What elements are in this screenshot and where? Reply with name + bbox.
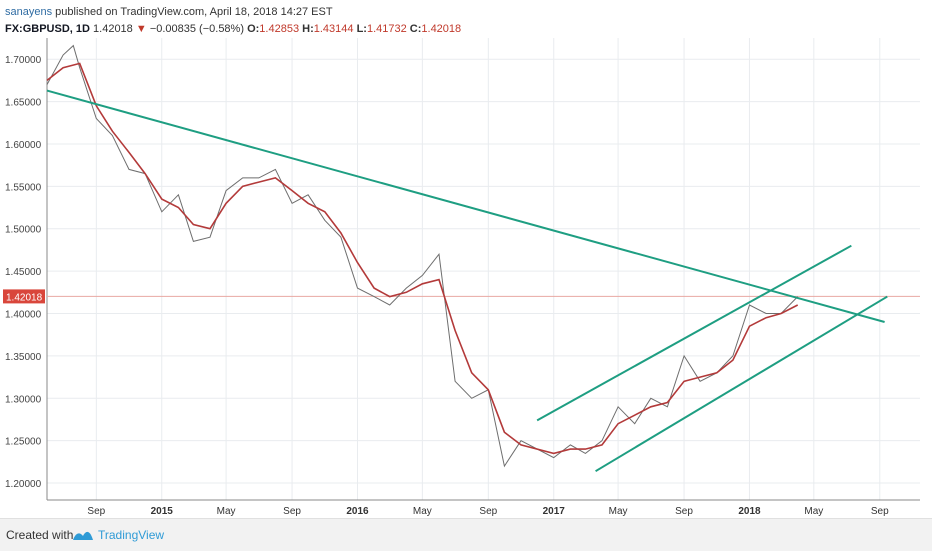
y-tick-label: 1.65000 bbox=[5, 98, 42, 109]
x-tick-label: Sep bbox=[479, 506, 497, 517]
chart-grid bbox=[47, 38, 920, 500]
price-change: −0.00835 (−0.58%) bbox=[149, 23, 244, 35]
symbol-line: FX:GBPUSD, 1D 1.42018 ▼ −0.00835 (−0.58%… bbox=[5, 21, 461, 38]
trendlines bbox=[46, 89, 888, 473]
x-tick-label: 2015 bbox=[151, 506, 174, 517]
y-tick-label: 1.25000 bbox=[5, 437, 42, 448]
x-tick-label: 2016 bbox=[346, 506, 369, 517]
close-label: C: bbox=[409, 23, 422, 35]
high-label: H: bbox=[302, 23, 314, 35]
moving-average-series bbox=[46, 62, 799, 455]
x-tick-label: Sep bbox=[675, 506, 693, 517]
y-tick-label: 1.45000 bbox=[5, 267, 42, 278]
high-value: 1.43144 bbox=[313, 23, 354, 35]
x-tick-label: Sep bbox=[283, 506, 301, 517]
tradingview-logo-icon[interactable] bbox=[72, 528, 94, 545]
y-axis-ticks: 1.70000 1.65000 1.60000 1.55000 1.50000 1.450… bbox=[5, 55, 42, 490]
created-with-text: Created with bbox=[6, 528, 74, 542]
y-tick-label: 1.50000 bbox=[5, 225, 42, 236]
y-tick-label: 1.55000 bbox=[5, 182, 42, 193]
x-tick-label: May bbox=[609, 506, 628, 517]
x-axis-ticks: Sep 2015 May Sep 2016 May Sep 2017 May Sep 2018 May… bbox=[87, 506, 889, 517]
y-tick-label: 1.20000 bbox=[5, 479, 42, 490]
close-value: 1.42018 bbox=[421, 23, 462, 35]
open-label: O: bbox=[247, 23, 260, 35]
tradingview-brand-link[interactable]: TradingView bbox=[98, 528, 165, 542]
last-price-tag-label: 1.42018 bbox=[6, 292, 43, 303]
last-price-tag-background bbox=[3, 289, 45, 304]
y-tick-label: 1.30000 bbox=[5, 394, 42, 405]
chart-header: sanayens published on TradingView.com, A… bbox=[5, 4, 461, 38]
x-tick-label: 2018 bbox=[738, 506, 761, 517]
last-price-tag: 1.42018 bbox=[3, 289, 45, 304]
x-tick-label: May bbox=[413, 506, 432, 517]
x-tick-label: May bbox=[804, 506, 823, 517]
x-tick-label: Sep bbox=[87, 506, 105, 517]
y-tick-label: 1.35000 bbox=[5, 352, 42, 363]
price-series bbox=[46, 44, 799, 468]
publish-info: published on TradingView.com, April 18, … bbox=[55, 6, 333, 18]
low-value: 1.41732 bbox=[366, 23, 407, 35]
x-tick-label: 2017 bbox=[543, 506, 566, 517]
trendline[interactable] bbox=[46, 89, 885, 323]
y-tick-label: 1.40000 bbox=[5, 310, 42, 321]
y-tick-label: 1.70000 bbox=[5, 55, 42, 66]
trendline[interactable] bbox=[536, 244, 852, 422]
symbol-label[interactable]: FX:GBPUSD, 1D bbox=[5, 23, 90, 35]
y-tick-label: 1.60000 bbox=[5, 140, 42, 151]
open-value: 1.42853 bbox=[259, 23, 300, 35]
last-price-value: 1.42018 bbox=[93, 23, 133, 35]
trendline[interactable] bbox=[595, 295, 888, 473]
publish-line: sanayens published on TradingView.com, A… bbox=[5, 4, 461, 21]
low-label: L: bbox=[356, 23, 367, 35]
footer-bar: Created with TradingView bbox=[0, 518, 932, 551]
x-tick-label: Sep bbox=[871, 506, 889, 517]
price-chart[interactable]: 1.70000 1.65000 1.60000 1.55000 1.50000 1.450… bbox=[0, 0, 932, 518]
down-arrow-icon: ▼ bbox=[135, 23, 147, 35]
x-tick-label: May bbox=[217, 506, 236, 517]
author-link[interactable]: sanayens bbox=[5, 6, 53, 18]
